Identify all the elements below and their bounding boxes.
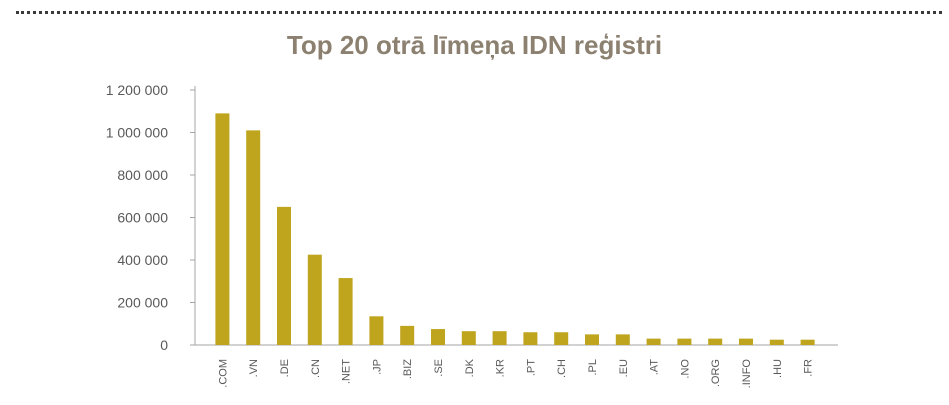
y-tick-label: 800 000 bbox=[117, 167, 168, 183]
category-label: .DK bbox=[464, 358, 476, 377]
bar-cn bbox=[307, 254, 322, 345]
category-label: .JP bbox=[371, 359, 383, 375]
chart-title: Top 20 otrā līmeņa IDN reģistri bbox=[286, 30, 663, 60]
category-label: .HU bbox=[772, 359, 784, 378]
bar-dk bbox=[461, 331, 476, 345]
category-label: .DE bbox=[279, 359, 291, 377]
y-tick-label: 1 200 000 bbox=[106, 82, 168, 98]
bar-com bbox=[215, 113, 230, 345]
category-label: .BIZ bbox=[402, 359, 414, 379]
bar-vn bbox=[246, 130, 261, 345]
bar-pl bbox=[585, 334, 599, 345]
category-label: .COM bbox=[217, 359, 229, 388]
bar-se bbox=[431, 329, 445, 345]
bar-hu bbox=[769, 339, 784, 345]
bar-no bbox=[677, 338, 692, 345]
bar-org bbox=[708, 338, 723, 345]
bar-pt bbox=[523, 332, 538, 345]
bar-fr bbox=[800, 339, 815, 345]
category-label: .NET bbox=[341, 359, 353, 384]
category-label: .KR bbox=[495, 359, 507, 377]
y-tick-label: 0 bbox=[160, 337, 168, 353]
category-label: .CH bbox=[556, 359, 568, 378]
bar-info bbox=[739, 338, 753, 345]
category-label: .ORG bbox=[710, 359, 722, 387]
category-label: .FR bbox=[803, 359, 815, 377]
bar-ch bbox=[554, 332, 569, 345]
bar-biz bbox=[400, 325, 415, 345]
category-label: .AT bbox=[649, 359, 661, 376]
category-label: .INFO bbox=[741, 359, 753, 389]
y-tick-label: 1 000 000 bbox=[106, 125, 168, 141]
bar-de bbox=[277, 206, 291, 345]
dotted-separator bbox=[16, 11, 942, 14]
category-label: .PT bbox=[525, 359, 537, 376]
bar-eu bbox=[615, 334, 630, 345]
category-label: .PL bbox=[587, 359, 599, 376]
y-tick-label: 200 000 bbox=[117, 295, 168, 311]
category-label: .SE bbox=[433, 359, 445, 377]
bar-at bbox=[646, 338, 661, 345]
category-label: .NO bbox=[679, 359, 691, 379]
category-label: .CN bbox=[310, 359, 322, 378]
bar-net bbox=[338, 278, 353, 345]
y-tick-label: 400 000 bbox=[117, 252, 168, 268]
category-label: .VN bbox=[248, 359, 260, 377]
y-tick-label: 600 000 bbox=[117, 210, 168, 226]
bar-kr bbox=[492, 331, 507, 345]
category-label: .EU bbox=[618, 359, 630, 377]
bar-jp bbox=[369, 316, 384, 345]
